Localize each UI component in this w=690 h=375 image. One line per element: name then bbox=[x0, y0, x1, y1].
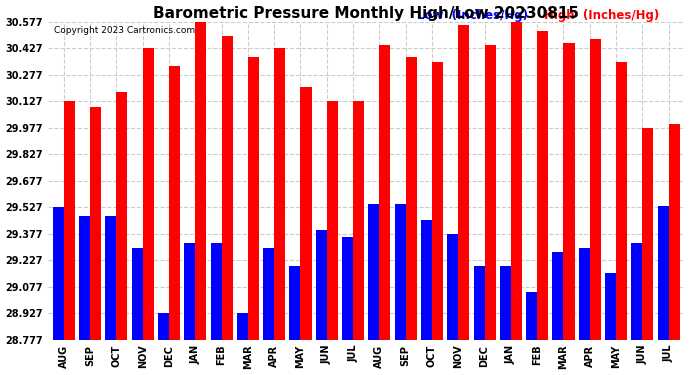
Bar bbox=[484, 45, 495, 340]
Bar bbox=[553, 252, 564, 340]
Bar bbox=[538, 30, 549, 340]
Bar bbox=[63, 101, 75, 340]
Bar bbox=[132, 248, 143, 340]
Bar bbox=[511, 22, 522, 340]
Bar bbox=[564, 43, 575, 340]
Bar bbox=[579, 248, 590, 340]
Bar bbox=[221, 36, 233, 340]
Bar bbox=[169, 66, 180, 340]
Bar bbox=[274, 48, 285, 340]
Bar bbox=[79, 216, 90, 340]
Bar bbox=[342, 237, 353, 340]
Title: Barometric Pressure Monthly High/Low 20230815: Barometric Pressure Monthly High/Low 202… bbox=[153, 6, 579, 21]
Bar bbox=[473, 266, 484, 340]
Bar bbox=[669, 124, 680, 340]
Bar bbox=[631, 243, 642, 340]
Bar bbox=[458, 25, 469, 340]
Bar bbox=[316, 230, 327, 340]
Bar bbox=[353, 101, 364, 340]
Bar bbox=[289, 266, 301, 340]
Bar bbox=[380, 45, 391, 340]
Bar bbox=[605, 273, 616, 340]
Bar bbox=[195, 22, 206, 340]
Bar bbox=[395, 204, 406, 340]
Bar bbox=[106, 216, 117, 340]
Bar bbox=[237, 314, 248, 340]
Bar bbox=[184, 243, 195, 340]
Bar bbox=[301, 87, 312, 340]
Bar bbox=[327, 101, 338, 340]
Bar bbox=[90, 106, 101, 340]
Bar bbox=[590, 39, 601, 340]
Bar bbox=[432, 62, 443, 340]
Bar bbox=[500, 266, 511, 340]
Bar bbox=[117, 93, 128, 340]
Bar bbox=[52, 207, 63, 340]
Text: Copyright 2023 Cartronics.com: Copyright 2023 Cartronics.com bbox=[55, 27, 195, 36]
Bar bbox=[406, 57, 417, 340]
Bar bbox=[158, 314, 169, 340]
Bar bbox=[658, 206, 669, 340]
Bar bbox=[210, 243, 221, 340]
Bar bbox=[143, 48, 154, 340]
Bar bbox=[447, 234, 458, 340]
Bar bbox=[526, 292, 538, 340]
Bar bbox=[616, 62, 627, 340]
Bar bbox=[263, 248, 274, 340]
Text: Low  (Inches/Hg): Low (Inches/Hg) bbox=[417, 9, 528, 22]
Bar bbox=[642, 128, 653, 340]
Bar bbox=[421, 220, 432, 340]
Text: High  (Inches/Hg): High (Inches/Hg) bbox=[544, 9, 660, 22]
Bar bbox=[368, 204, 380, 340]
Bar bbox=[248, 57, 259, 340]
